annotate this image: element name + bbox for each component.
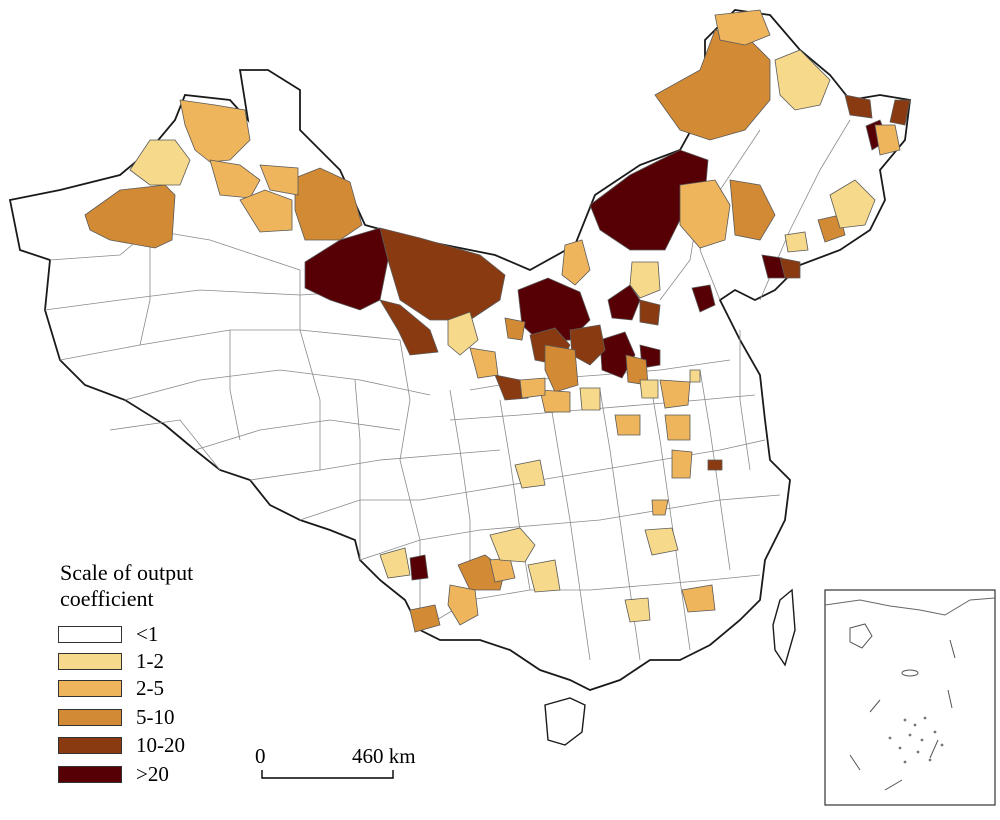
inset-hainan [849,623,873,649]
region-tacheng [209,159,261,199]
class-1-2-regions [129,49,876,623]
region-suihua [829,179,876,229]
region-shanxi-east [639,299,661,326]
region-heihe [774,49,831,111]
region-hubei-2 [644,527,679,556]
region-heilongjiang [889,99,911,126]
class-5-10-regions [84,29,846,633]
legend-swatch [58,765,122,783]
scale-start-label: 0 [255,744,266,768]
legend-label: 10-20 [136,732,185,757]
inset-frame [824,589,996,806]
legend-swatch [58,708,122,726]
region-bortala [129,139,191,186]
legend-item-5-10: 5-10 [58,705,175,729]
coastal-islands [544,588,796,746]
inset-islands [888,716,944,764]
region-shanxi-4 [689,369,701,383]
legend-label: 5-10 [136,704,175,729]
region-liaoning-east [779,257,801,279]
class-10-20-regions [379,94,911,471]
region-hunan-2 [527,559,561,593]
region-hulunbuir [654,29,771,141]
region-hebei [691,284,716,313]
region-yunnan [409,554,429,581]
region-altay [179,99,251,163]
region-liaoning-2 [784,231,809,253]
region-hubei [707,459,723,471]
region-hunan [651,499,669,516]
legend-swatch [58,679,122,697]
legend-label: >20 [136,761,169,786]
class-over-20-regions [304,119,889,739]
region-sichuan-east [489,527,536,563]
region-henan-3 [639,379,659,399]
inset-dashed-line [849,639,956,791]
inset-atoll [901,669,919,677]
region-wuhai [447,311,479,356]
scale-bar-line [261,770,394,779]
legend-item-1-2: 1-2 [58,649,164,673]
legend-label: 1-2 [136,648,164,673]
legend-swatch [58,625,122,643]
legend-item-lt1: <1 [58,622,158,646]
island-taiwan [772,588,796,667]
region-shaanxi-south [539,389,571,413]
region-inner-mongolia-south [504,317,526,341]
region-xinjiang-west [84,184,176,249]
region-heilongjiang-north [714,9,771,46]
region-xinjiang-east [294,167,363,241]
region-hami [259,164,299,196]
region-heilongjiang-central [729,179,776,241]
region-shaanxi-mid [544,344,579,393]
region-ordos-south [579,387,601,411]
legend-title-line2: coefficient [60,586,154,611]
region-guangxi [624,597,651,623]
region-inner-mongolia-east [561,239,591,286]
legend-item-2-5: 2-5 [58,676,164,700]
legend-title: Scale of output coefficient [60,560,193,612]
class-2-5-regions [179,9,901,626]
region-heilongjiang-east2 [874,124,901,156]
legend-label: 2-5 [136,675,164,700]
south-china-sea-inset [824,589,996,806]
region-chifeng [629,261,661,299]
region-sichuan-north [514,459,546,489]
region-henan-1 [659,379,691,409]
region-alxa [379,227,506,321]
region-heilongjiang-west [679,179,731,249]
island-hainan [544,697,586,746]
region-yunnan-south [409,604,441,633]
legend-swatch [58,736,122,754]
region-henan-2 [664,414,691,441]
region-yunnan-2 [379,547,411,579]
legend-title-line1: Scale of output [60,560,194,585]
scale-end-label: 460 km [352,744,416,768]
legend-label: <1 [136,621,159,646]
region-changji [239,189,293,233]
region-anhui [671,449,693,479]
inset-coastline [824,597,996,616]
region-jiangxi [614,414,641,436]
legend-swatch [58,652,122,670]
legend-item-10-20: 10-20 [58,733,185,757]
scale-bar [261,770,394,779]
region-gansu-corridor [379,299,439,356]
legend-item-gt20: >20 [58,762,169,786]
region-jilin [844,94,873,119]
region-shanxi-north [607,284,641,321]
region-guangdong [681,584,716,613]
region-gansu-south [469,347,499,379]
region-guizhou [447,584,479,626]
region-shaanxi-corridor [519,377,546,399]
